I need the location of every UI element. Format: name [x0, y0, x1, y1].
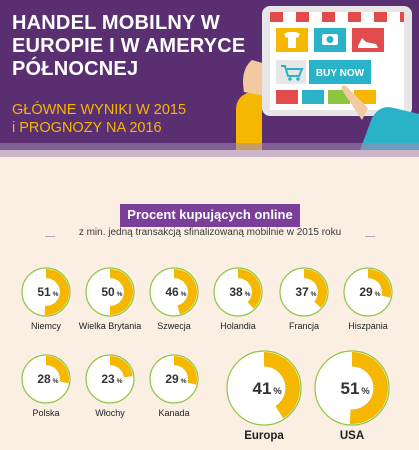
donut-szwecja: 46% — [149, 267, 199, 317]
donut-wielka-brytania: 50% — [85, 267, 135, 317]
cart-icon — [281, 65, 304, 77]
donut-francja: 37% — [279, 267, 329, 317]
tile-bottom-2 — [302, 90, 324, 104]
donut-unit-niemcy: % — [53, 291, 59, 298]
donut-holandia: 38% — [213, 267, 263, 317]
donut-polska: 28% — [21, 354, 71, 404]
donut-value-niemcy: 51 — [37, 285, 51, 299]
donut-hole-polska — [32, 365, 60, 393]
subtitle-line-2: i PROGNOZY NA 2016 — [12, 120, 162, 136]
donut-niemcy: 51% — [21, 267, 71, 317]
title-line-2: EUROPIE I W AMERYCE — [12, 35, 246, 57]
chart-title-box — [120, 204, 300, 230]
page-title: HANDEL MOBILNY W EUROPIE I W AMERYCE PÓŁ… — [12, 12, 252, 81]
donut-value-hiszpania: 29 — [359, 285, 373, 299]
label-holandia: Holandia — [220, 321, 256, 331]
hero-banner: HANDEL MOBILNY W EUROPIE I W AMERYCE PÓŁ… — [0, 0, 419, 150]
left-hand-icon — [243, 60, 266, 96]
donut-value-holandia: 38 — [229, 285, 243, 299]
donut-hole-hiszpania — [354, 278, 382, 306]
donut-europa: 41% — [226, 350, 302, 426]
chart-subtitle: z min. jedną transakcją sfinalizowaną mo… — [55, 227, 365, 238]
tablet-illustration: BUY NOW — [236, 6, 419, 150]
donut-unit-szwecja: % — [181, 291, 187, 298]
donut-usa: 51% — [314, 350, 390, 426]
page-subtitle: GŁÓWNE WYNIKI W 2015 i PROGNOZY NA 2016 — [12, 101, 222, 137]
hero-bottom-band — [0, 143, 419, 157]
label-polska: Polska — [32, 408, 60, 418]
tile-bottom-1 — [276, 90, 298, 104]
donut-value-kanada: 29 — [165, 372, 179, 386]
donut-hole-europa — [242, 366, 286, 410]
donut-unit-europa: % — [273, 386, 282, 396]
donut-unit-włochy: % — [117, 378, 123, 385]
donut-value-wielka-brytania: 50 — [101, 285, 115, 299]
label-europa: Europa — [244, 430, 284, 442]
label-niemcy: Niemcy — [30, 321, 61, 331]
donut-hiszpania: 29% — [343, 267, 393, 317]
subtitle-line-1: GŁÓWNE WYNIKI W 2015 — [12, 102, 187, 118]
title-line-1: HANDEL MOBILNY W — [12, 12, 221, 34]
pointing-hand-icon — [341, 85, 368, 120]
label-szwecja: Szwecja — [157, 321, 191, 331]
donut-hole-szwecja — [160, 278, 188, 306]
donut-hole-niemcy — [32, 278, 60, 306]
title-line-3: PÓŁNOCNEJ — [12, 58, 139, 80]
awning-icon — [270, 12, 404, 22]
buy-now-button[interactable] — [309, 60, 371, 84]
donut-value-usa: 51 — [341, 379, 360, 398]
label-wielka-brytania: Wielka Brytania — [78, 321, 142, 331]
donut-value-francja: 37 — [295, 285, 309, 299]
donut-value-szwecja: 46 — [165, 285, 179, 299]
donut-unit-polska: % — [53, 378, 59, 385]
donut-hole-włochy — [96, 365, 124, 393]
label-kanada: Kanada — [158, 408, 190, 418]
donut-włochy: 23% — [85, 354, 135, 404]
donut-hole-usa — [330, 366, 374, 410]
left-sleeve-icon — [236, 90, 262, 150]
donut-unit-francja: % — [311, 291, 317, 298]
buy-now-label: BUY NOW — [316, 68, 365, 79]
donut-hole-kanada — [160, 365, 188, 393]
chart-title: Procent kupujących online — [127, 207, 293, 222]
donut-hole-francja — [290, 278, 318, 306]
right-sleeve-icon — [360, 107, 419, 150]
label-włochy: Włochy — [95, 408, 125, 418]
donut-hole-holandia — [224, 278, 252, 306]
donut-unit-holandia: % — [245, 291, 251, 298]
label-usa: USA — [339, 430, 365, 442]
label-francja: Francja — [288, 321, 319, 331]
label-hiszpania: Hiszpania — [348, 321, 388, 331]
donut-hole-wielka-brytania — [96, 278, 124, 306]
donut-value-polska: 28 — [37, 372, 51, 386]
donut-value-europa: 41 — [253, 379, 272, 398]
donut-unit-wielka-brytania: % — [117, 291, 123, 298]
donut-unit-usa: % — [361, 386, 370, 396]
donut-value-włochy: 23 — [101, 372, 115, 386]
donut-unit-hiszpania: % — [375, 291, 381, 298]
donut-kanada: 29% — [149, 354, 199, 404]
donut-unit-kanada: % — [181, 378, 187, 385]
